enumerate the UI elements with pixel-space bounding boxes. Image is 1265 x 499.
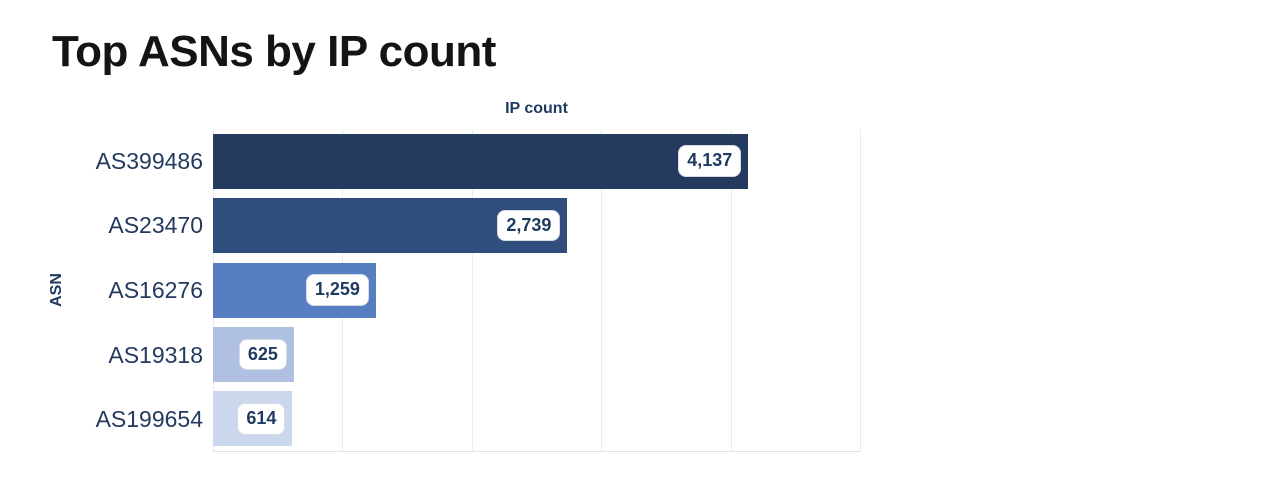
bar-row: 2,739 — [213, 193, 860, 257]
bar-row: 4,137 — [213, 129, 860, 193]
chart-title: Top ASNs by IP count — [52, 27, 496, 76]
y-tick-label: AS16276 — [108, 276, 203, 303]
gridline — [601, 129, 603, 451]
bar-row: 625 — [213, 322, 860, 386]
y-axis-title: ASN — [48, 273, 65, 307]
bar-row: 1,259 — [213, 258, 860, 322]
y-tick-labels: AS399486 AS23470 AS16276 AS19318 AS199654 — [70, 129, 203, 452]
plot-area: 4,137 2,739 1,259 625 614 — [213, 129, 861, 452]
y-tick-label: AS19318 — [108, 341, 203, 368]
bar-as19318[interactable]: 625 — [213, 326, 294, 382]
gridline — [471, 129, 473, 451]
bar-value-label: 614 — [237, 403, 286, 435]
bar-value-label: 625 — [238, 338, 287, 371]
bar-value-label: 1,259 — [305, 274, 369, 306]
bar-as399486[interactable]: 4,137 — [213, 133, 749, 189]
x-axis-title: IP count — [505, 100, 568, 117]
bar-as23470[interactable]: 2,739 — [213, 198, 568, 254]
y-tick-label: AS399486 — [95, 147, 203, 174]
bar-row: 614 — [213, 387, 860, 451]
bar-rows: 4,137 2,739 1,259 625 614 — [213, 129, 860, 451]
y-tick-label: AS199654 — [95, 406, 203, 433]
bar-as16276[interactable]: 1,259 — [213, 262, 376, 318]
bar-value-label: 2,739 — [497, 209, 561, 242]
bar-value-label: 4,137 — [678, 145, 742, 177]
gridline — [860, 129, 861, 451]
gridline — [730, 129, 732, 451]
y-tick-label: AS23470 — [108, 212, 203, 239]
bar-as199654[interactable]: 614 — [213, 391, 293, 447]
